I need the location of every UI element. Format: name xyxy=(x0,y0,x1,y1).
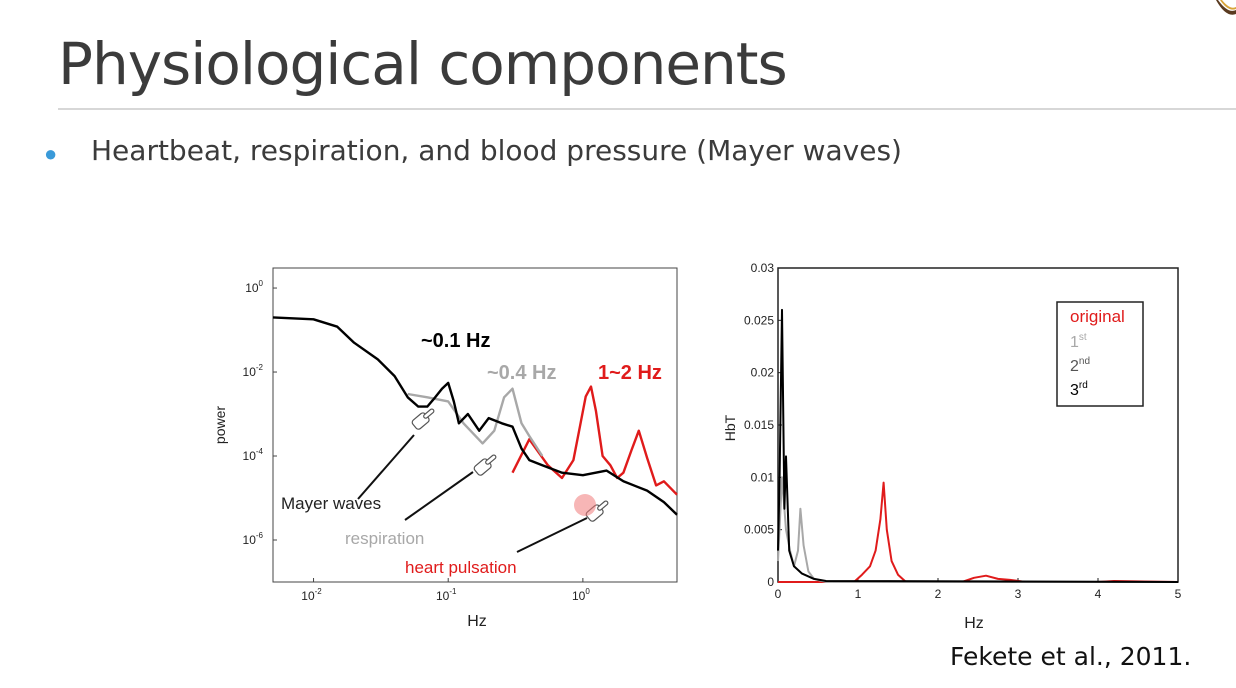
legend-entry-original: original xyxy=(1070,307,1125,326)
y-tick-label: 0.03 xyxy=(751,261,775,275)
corner-logo-icon xyxy=(1216,0,1236,15)
series-line-original xyxy=(778,481,1179,583)
peak-label-heart: 1~2 Hz xyxy=(598,362,662,384)
bullet-icon: ● xyxy=(44,141,58,166)
y-tick-label: 0.025 xyxy=(744,313,774,327)
x-tick-label: 3 xyxy=(1015,587,1022,601)
peak-label-respiration: ~0.4 Hz xyxy=(487,362,556,384)
y-tick-label: 0.01 xyxy=(751,470,775,484)
y-tick-label: 0.02 xyxy=(751,366,775,380)
hbt-spectrum-chart: 0 0.005 0.01 0.015 0.02 0.025 0.03 0 1 2 3 4 5 Hz H… xyxy=(722,261,1182,632)
y-tick-label: 10-6 xyxy=(243,531,264,547)
legend-entry-2nd: 2nd xyxy=(1070,356,1090,375)
x-axis-label: Hz xyxy=(467,613,487,630)
y-tick-label: 10-4 xyxy=(243,447,264,463)
hand-pointer-icon xyxy=(473,454,497,476)
x-tick-label: 5 xyxy=(1175,587,1182,601)
x-tick-label: 10-2 xyxy=(301,587,322,603)
component-label-heart: heart pulsation xyxy=(405,558,517,577)
component-label-respiration: respiration xyxy=(345,529,424,548)
y-tick-label: 0 xyxy=(767,575,774,589)
x-tick-label: 10-1 xyxy=(436,587,457,603)
series-line-mayer-waves xyxy=(272,316,678,516)
cursor-highlight xyxy=(574,494,596,516)
pointer-line-heart xyxy=(516,517,588,553)
pointer-line-respiration xyxy=(404,471,474,521)
peak-label-mayer: ~0.1 Hz xyxy=(421,330,490,352)
y-tick-label: 0.005 xyxy=(744,523,774,537)
y-axis-label: HbT xyxy=(722,414,738,441)
y-tick-label: 10-2 xyxy=(243,363,264,379)
x-tick-label: 0 xyxy=(775,587,782,601)
legend-entry-1st: 1st xyxy=(1070,332,1087,351)
x-tick-label: 4 xyxy=(1095,587,1102,601)
series-line-heart-pulsation xyxy=(511,385,678,496)
legend: original 1st 2nd 3rd xyxy=(1056,301,1144,407)
x-tick-label: 1 xyxy=(855,587,862,601)
x-tick-label: 2 xyxy=(935,587,942,601)
y-axis-label: power xyxy=(212,406,228,444)
power-spectrum-chart: 100 10-2 10-4 10-6 10-2 10-1 100 Hz power ~0.… xyxy=(212,267,678,630)
legend-entry-3rd: 3rd xyxy=(1070,380,1088,399)
pointer-line-mayer xyxy=(357,434,415,500)
plot-frame xyxy=(272,267,678,583)
x-tick-label: 100 xyxy=(572,587,590,603)
bullet-item: Heartbeat, respiration, and blood pressu… xyxy=(91,134,902,167)
component-label-mayer: Mayer waves xyxy=(281,494,381,513)
series-line-3rd xyxy=(777,308,1179,583)
citation: Fekete et al., 2011. xyxy=(950,642,1192,671)
y-tick-label: 0.015 xyxy=(744,418,774,432)
x-axis-label: Hz xyxy=(964,615,984,632)
series-line-1st xyxy=(777,476,1178,583)
page-title: Physiological components xyxy=(58,30,788,98)
y-tick-label: 100 xyxy=(245,279,263,295)
series-line-respiration xyxy=(407,387,544,457)
title-divider xyxy=(58,108,1236,110)
hand-pointer-icon xyxy=(411,408,435,430)
